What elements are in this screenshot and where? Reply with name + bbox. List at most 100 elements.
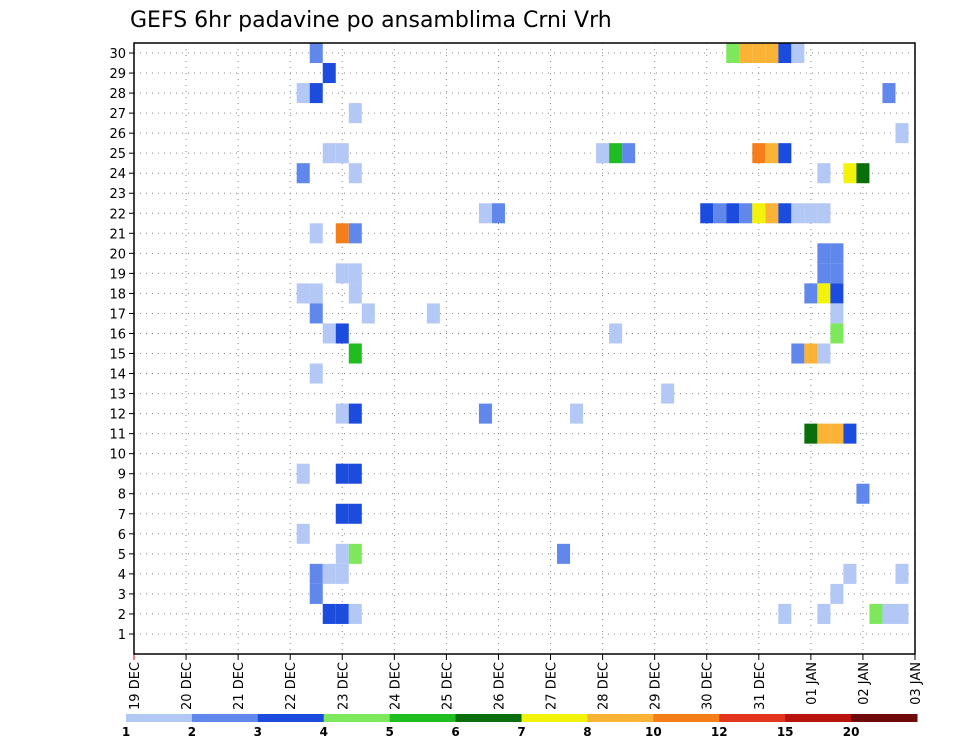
y-tick-label: 19 [109,267,126,282]
colorbar-segment [719,714,786,722]
x-tick-label: 23 DEC [336,662,351,710]
x-tick-label: 22 DEC [284,662,299,710]
data-cell [765,143,779,164]
data-cell [778,43,792,64]
data-cell [296,523,310,544]
colorbar-label: 8 [583,725,591,739]
colorbar-segment [126,714,193,722]
data-cell [778,603,792,624]
y-tick-label: 28 [109,87,126,102]
colorbar-label: 7 [517,725,525,739]
x-tick-label: 26 DEC [492,662,507,710]
data-cell [661,383,675,404]
data-cell [739,203,753,224]
data-cell [752,143,766,164]
colorbar-segment [389,714,457,722]
y-tick-label: 24 [109,167,126,182]
colorbar-label: 1 [122,725,130,739]
data-cell [296,463,310,484]
y-tick-label: 4 [118,568,126,583]
data-cell [817,343,831,364]
y-tick-label: 18 [109,287,126,302]
data-cell [765,203,779,224]
data-cell [817,283,831,304]
data-cell [478,203,492,224]
x-tick-label: 31 DEC [753,662,768,710]
data-cell [882,603,896,624]
data-cell [309,283,323,304]
data-cell [348,543,362,564]
data-cell [843,423,857,444]
data-cell [348,343,362,364]
data-cell [791,203,805,224]
data-cell [335,263,349,284]
data-cell [817,203,831,224]
colorbar-segment [521,714,588,722]
data-cell [335,323,349,344]
x-tick-label: 03 JAN [909,662,924,705]
data-cell [752,203,766,224]
data-cell [348,463,362,484]
data-cell [335,603,349,624]
data-cell [348,163,362,184]
data-cell [335,563,349,584]
data-cell [817,263,831,284]
x-tick-label: 29 DEC [649,662,664,710]
data-cell [335,403,349,424]
y-tick-label: 23 [109,187,126,202]
data-cell [830,303,844,324]
data-cell [856,163,870,184]
data-cell [817,603,831,624]
data-cell [882,83,896,104]
data-cell [322,563,336,584]
y-tick-label: 7 [118,508,126,523]
data-cell [491,203,505,224]
data-cell [348,103,362,124]
colorbar-label: 10 [645,725,662,739]
colorbar-label: 3 [254,725,262,739]
y-tick-label: 17 [109,307,126,322]
data-cell [739,43,753,64]
colorbar-label: 20 [843,725,860,739]
data-cell [296,163,310,184]
y-tick-label: 6 [118,528,126,543]
data-cell [309,83,323,104]
data-cell [804,283,818,304]
x-tick-label: 01 JAN [805,662,820,705]
data-cell [804,343,818,364]
data-cell [309,363,323,384]
data-cell [570,403,584,424]
plot-frame [133,42,916,655]
chart-title: GEFS 6hr padavine po ansamblima Crni Vrh [130,8,612,33]
data-cell [478,403,492,424]
data-cell [726,43,740,64]
data-cell [830,283,844,304]
data-cell [309,223,323,244]
data-cell [895,123,909,144]
colorbar-label: 15 [777,725,794,739]
y-tick-label: 22 [109,207,126,222]
data-cell [348,503,362,524]
colorbar-label: 5 [385,725,393,739]
colorbar-segment [785,714,852,722]
data-cell [791,43,805,64]
colorbar-segment [323,714,391,722]
colorbar-label: 4 [320,725,328,739]
colorbar-segment [653,714,720,722]
y-axis-ticks: 1234567891011121314151617181920212223242… [109,47,134,643]
y-tick-label: 25 [109,147,126,162]
x-tick-label: 21 DEC [232,662,247,710]
data-cell [335,463,349,484]
data-cell [309,583,323,604]
x-tick-label: 28 DEC [597,662,612,710]
data-cell [726,203,740,224]
data-cell [322,323,336,344]
y-tick-label: 1 [118,628,126,643]
data-cell [817,163,831,184]
colorbar-label: 12 [711,725,728,739]
data-cell [322,603,336,624]
colorbar-label: 6 [451,725,459,739]
data-cell [309,303,323,324]
data-cell [830,243,844,264]
x-tick-label: 25 DEC [440,662,455,710]
